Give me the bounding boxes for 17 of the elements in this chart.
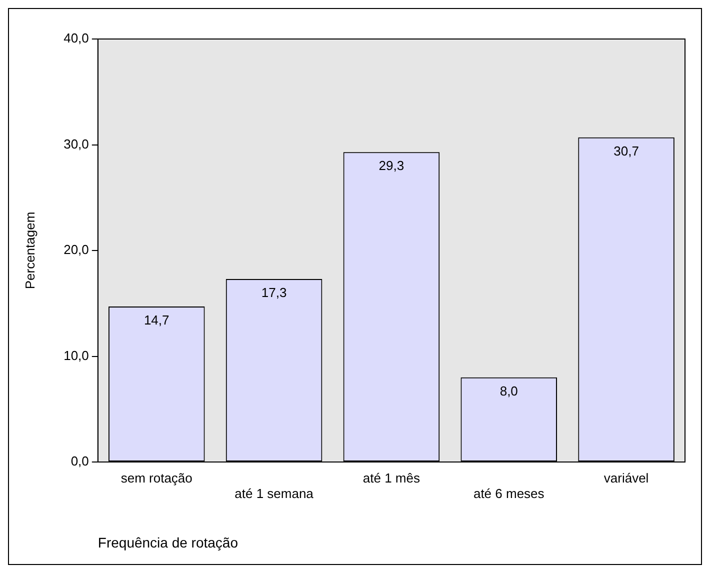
data-label: 14,7 xyxy=(144,312,170,328)
y-axis-title: Percentagem xyxy=(22,212,38,290)
x-axis-title: Frequência de rotação xyxy=(98,534,238,550)
x-tick-label: até 1 semana xyxy=(234,486,314,501)
x-tick-label: até 1 mês xyxy=(362,470,420,486)
y-tick-label: 40,0 xyxy=(64,30,89,46)
x-tick-label: até 6 meses xyxy=(473,486,545,501)
y-tick-label: 30,0 xyxy=(64,136,89,152)
data-label: 8,0 xyxy=(500,383,518,398)
y-tick-label: 0,0 xyxy=(70,454,89,469)
y-tick-label: 20,0 xyxy=(64,242,89,258)
x-tick-label: sem rotação xyxy=(120,470,192,486)
y-tick-label: 10,0 xyxy=(64,348,89,363)
data-label: 30,7 xyxy=(614,143,639,158)
data-label: 17,3 xyxy=(261,285,287,300)
data-label: 29,3 xyxy=(378,158,404,174)
x-tick-label: variável xyxy=(604,470,649,486)
